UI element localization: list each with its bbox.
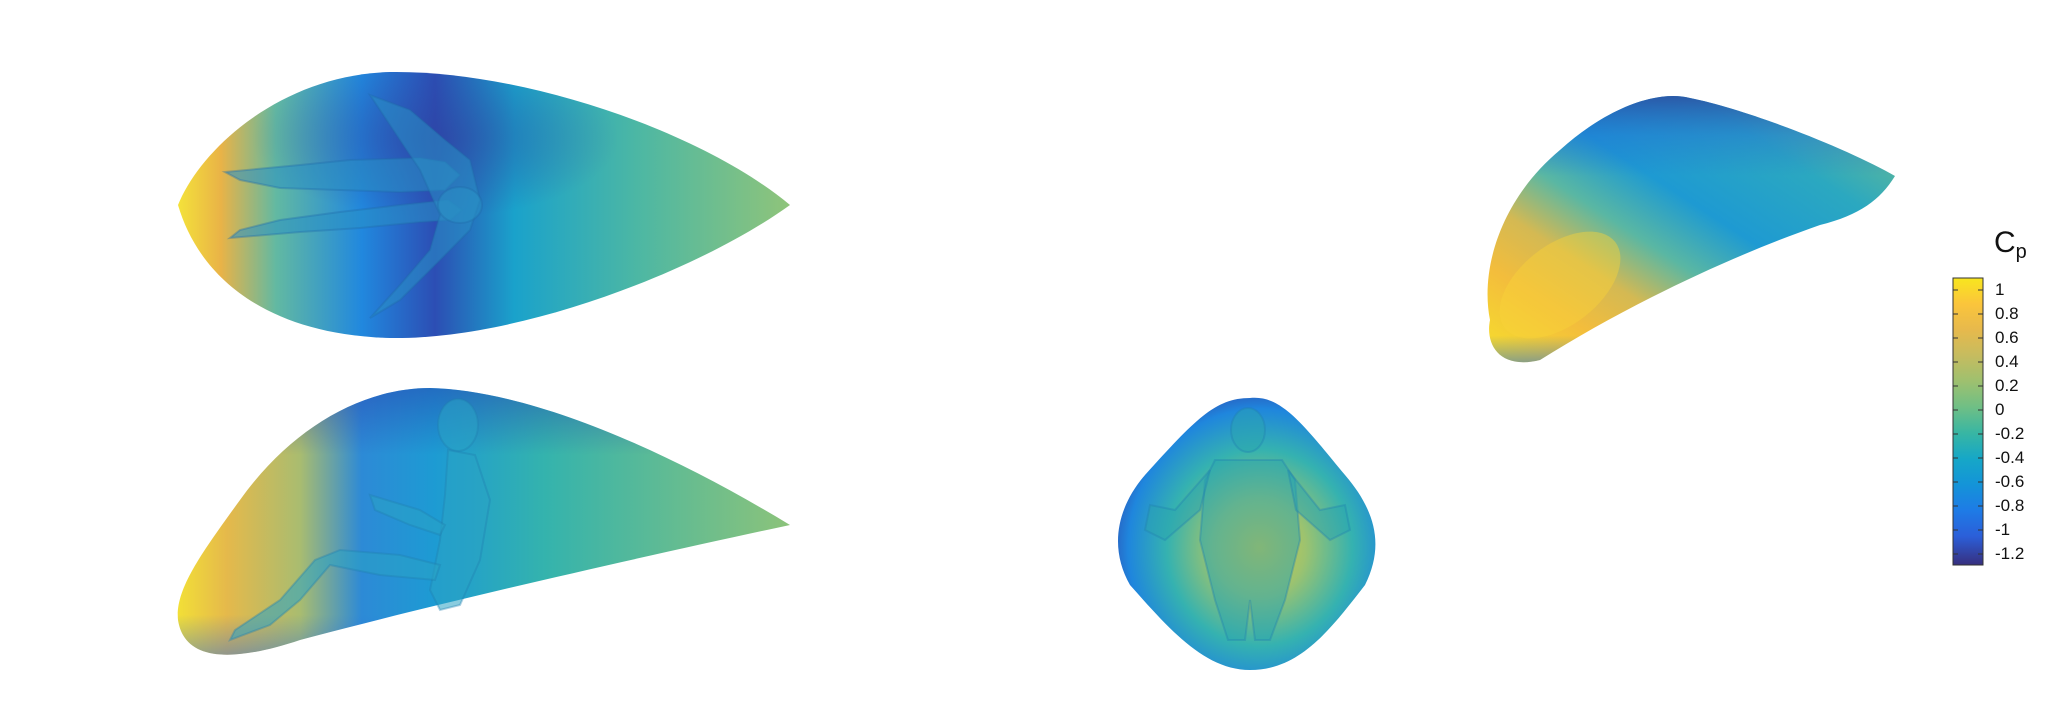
body-iso-view xyxy=(1487,95,1895,363)
colorbar-tick-label: 0.2 xyxy=(1995,376,2019,395)
colorbar-tick-label: -0.2 xyxy=(1995,424,2025,443)
body-side-view xyxy=(177,388,790,655)
colorbar-tick-label: -0.8 xyxy=(1995,496,2025,515)
colorbar-title-sub: p xyxy=(2015,241,2027,263)
colorbar-tick-label: 0.8 xyxy=(1995,304,2019,323)
body-front-view xyxy=(1118,397,1376,670)
mannequin-top xyxy=(221,92,483,319)
colorbar-tick-label: 1 xyxy=(1995,280,2005,299)
mannequin-side xyxy=(227,398,492,642)
colorbar-tick-label: 0.4 xyxy=(1995,352,2019,371)
colorbar-tick-label: -0.6 xyxy=(1995,472,2025,491)
colorbar-tick-label: 0 xyxy=(1995,400,2005,419)
colorbar-tick-label: 0.6 xyxy=(1995,328,2019,347)
mannequin-front xyxy=(1143,407,1352,641)
colorbar-title-main: C xyxy=(1994,226,2016,259)
colorbar-gradient xyxy=(1952,277,1984,566)
colorbar-tick-lines xyxy=(1953,289,1983,555)
colorbar-tick-label: -1 xyxy=(1995,520,2011,539)
colorbar-title: Cp xyxy=(1994,226,2027,263)
body-top-view xyxy=(178,71,790,339)
colorbar-tick-label: -1.2 xyxy=(1995,544,2025,563)
colorbar-tick-label: -0.4 xyxy=(1995,448,2025,467)
